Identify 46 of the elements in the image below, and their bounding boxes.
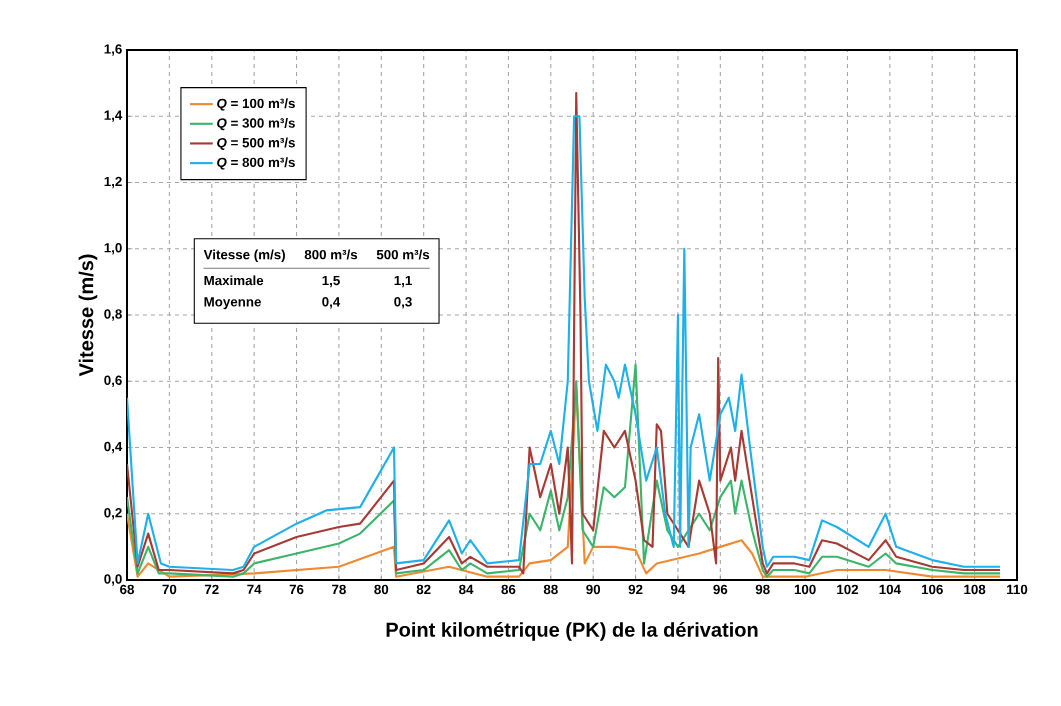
x-tick-label: 84 [459, 584, 474, 595]
annotation: Maximale [204, 275, 264, 286]
x-tick-label: 106 [921, 584, 943, 595]
legend-label: Q = 300 m³/s [217, 117, 295, 131]
legend-label: Q = 800 m³/s [217, 157, 295, 170]
annotation: 0,3 [394, 297, 412, 309]
y-tick-label: 0,4 [104, 441, 123, 454]
annotation: Moyenne [204, 297, 261, 310]
annotation: 800 m³/s [304, 249, 358, 260]
y-tick-label: 0,2 [104, 508, 122, 520]
y-tick-label: 0,0 [104, 574, 122, 586]
y-tick-label: 1,4 [104, 110, 123, 122]
annotation: 1,1 [394, 275, 412, 288]
x-tick-label: 100 [794, 584, 816, 595]
y-tick-label: 0,6 [104, 375, 122, 387]
x-tick-label: 110 [1007, 584, 1028, 595]
x-tick-label: 72 [204, 584, 219, 595]
annotation: 0,4 [322, 297, 341, 309]
x-tick-label: 98 [755, 584, 770, 595]
y-tick-label: 0,8 [104, 309, 122, 321]
y-tick-label: 1,2 [104, 176, 122, 189]
x-tick-label: 102 [837, 584, 859, 595]
x-tick-label: 90 [586, 584, 601, 595]
x-tick-label: 94 [671, 584, 686, 595]
x-tick-label: 80 [374, 584, 389, 595]
annotation: 1,5 [322, 275, 340, 288]
y-tick-label: 1,0 [104, 243, 122, 255]
x-tick-label: 92 [628, 584, 643, 595]
x-tick-label: 74 [247, 584, 262, 594]
x-tick-label: 86 [501, 584, 516, 595]
x-tick-label: 104 [879, 584, 901, 595]
legend-label: Q = 100 m³/s [217, 98, 295, 111]
y-axis-title: Vitesse (m/s) [78, 254, 98, 377]
x-tick-label: 108 [964, 584, 986, 595]
x-tick-label: 82 [416, 584, 431, 595]
x-tick-label: 78 [332, 584, 346, 595]
x-axis-title: Point kilométrique (PK) de la dérivation [386, 621, 758, 641]
legend-label: Q = 500 m³/s [217, 137, 295, 150]
x-tick-label: 68 [120, 584, 135, 595]
annotation: 500 m³/s [376, 249, 430, 260]
x-tick-label: 70 [162, 584, 177, 595]
y-tick-label: 1,6 [104, 44, 122, 56]
x-tick-label: 88 [543, 584, 558, 595]
x-tick-label: 96 [713, 584, 728, 595]
annotation: Vitesse (m/s) [203, 249, 285, 262]
x-tick-label: 76 [289, 584, 304, 595]
